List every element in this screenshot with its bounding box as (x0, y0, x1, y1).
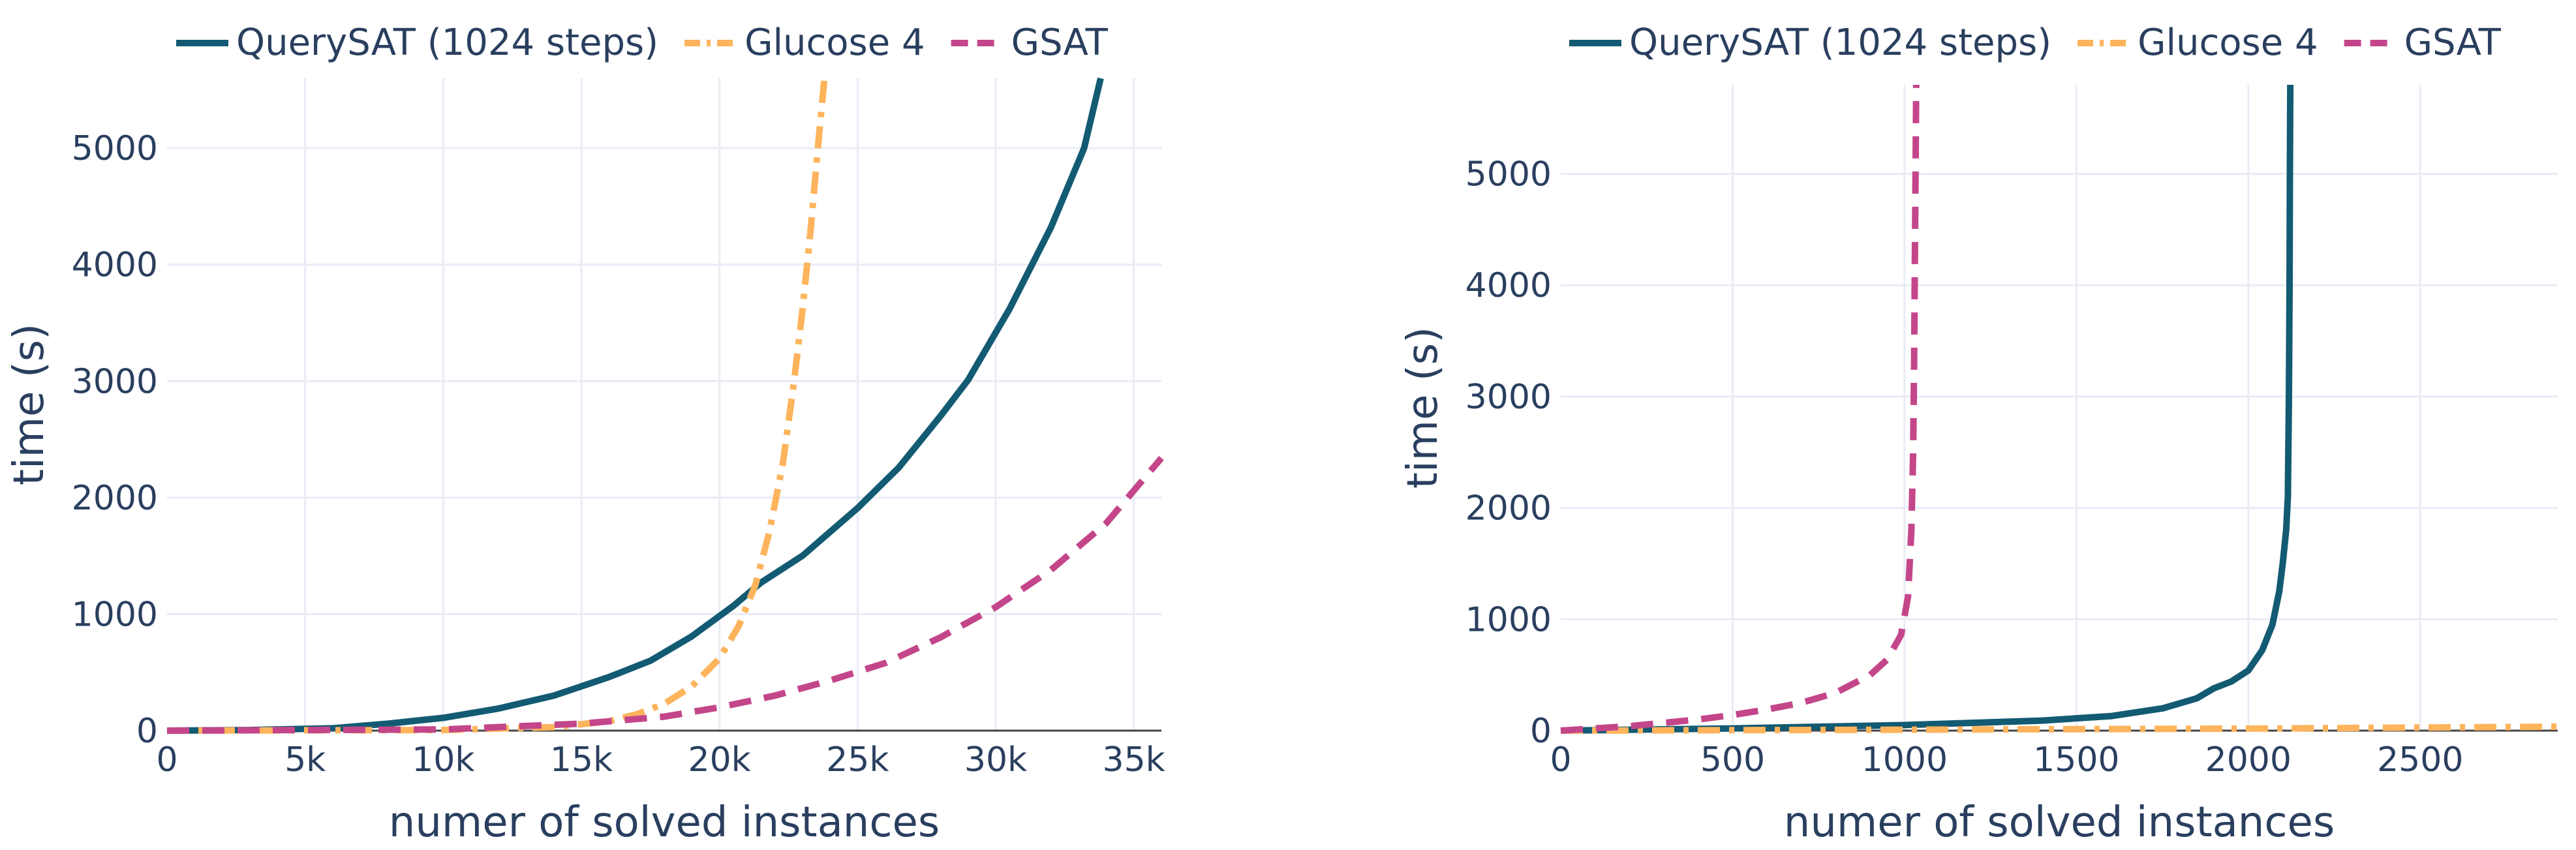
chart-2: 0 500 1000 1500 2000 2500 0 1000 2000 3000 4000 500… (1399, 22, 2558, 847)
legend-label: Glucose 4 (744, 22, 925, 64)
y-tick-label: 4000 (1465, 266, 1552, 305)
legend: QuerySAT (1024 steps) Glucose 4 GSAT (176, 22, 1109, 64)
legend: QuerySAT (1024 steps) Glucose 4 GSAT (1569, 22, 2502, 64)
legend-item: GSAT (951, 22, 1109, 64)
legend-label: GSAT (1011, 22, 1109, 64)
x-tick-label: 2000 (2205, 740, 2292, 780)
x-axis-title: numer of solved instances (389, 798, 940, 847)
legend-item: QuerySAT (1024 steps) (1569, 22, 2051, 64)
legend-item: Glucose 4 (684, 22, 925, 64)
y-tick-label: 3000 (72, 362, 158, 401)
x-tick-label: 20k (688, 740, 751, 780)
series-line-gsat (166, 455, 1164, 734)
legend-label: QuerySAT (1024 steps) (236, 22, 658, 64)
x-tick-label: 500 (1700, 740, 1765, 780)
gridlines (1561, 85, 2558, 731)
gridlines (167, 78, 1161, 731)
y-axis-title: time (s) (5, 324, 54, 485)
legend-item: GSAT (2344, 22, 2502, 64)
x-tick-label: 10k (412, 740, 474, 780)
x-tick-label: 1000 (1862, 740, 1948, 780)
y-tick-label: 5000 (72, 129, 158, 168)
y-tick-label: 2000 (1465, 489, 1552, 528)
legend-item: QuerySAT (1024 steps) (176, 22, 658, 64)
x-tick-label: 15k (550, 740, 613, 780)
y-tick-label: 5000 (1465, 155, 1552, 194)
legend-label: QuerySAT (1024 steps) (1629, 22, 2051, 64)
y-tick-label: 1000 (72, 595, 158, 634)
y-tick-label: 0 (1530, 712, 1552, 751)
series-line-gsat (1560, 84, 1920, 734)
x-tick-label: 2500 (2377, 740, 2463, 780)
series-line-querysat-1024-steps (1560, 84, 2294, 734)
legend-label: GSAT (2404, 22, 2502, 64)
y-tick-label: 2000 (72, 479, 158, 518)
x-tick-label: 0 (156, 740, 177, 780)
series-line-querysat-1024-steps (166, 77, 1104, 734)
x-tick-label: 30k (964, 740, 1027, 780)
y-tick-label: 1000 (1465, 600, 1552, 639)
x-tick-label: 1500 (2033, 740, 2119, 780)
y-axis-title: time (s) (1399, 327, 1447, 489)
x-axis-title: numer of solved instances (1784, 798, 2335, 847)
x-tick-label: 0 (1550, 740, 1571, 780)
y-tick-label: 3000 (1465, 378, 1552, 417)
chart-1: 0 5k 10k 15k 20k 25k 30k 35k 0 1000 2000 3000 4000 50… (5, 22, 1165, 847)
y-tick-label: 0 (136, 712, 158, 751)
series-line-glucose-4 (1560, 723, 2558, 734)
x-tick-label: 25k (826, 740, 889, 780)
x-tick-label: 35k (1103, 740, 1165, 780)
legend-label: Glucose 4 (2138, 22, 2318, 64)
series-line-glucose-4 (166, 78, 828, 734)
y-tick-label: 4000 (72, 246, 158, 285)
legend-item: Glucose 4 (2078, 22, 2318, 64)
x-tick-label: 5k (284, 740, 326, 780)
